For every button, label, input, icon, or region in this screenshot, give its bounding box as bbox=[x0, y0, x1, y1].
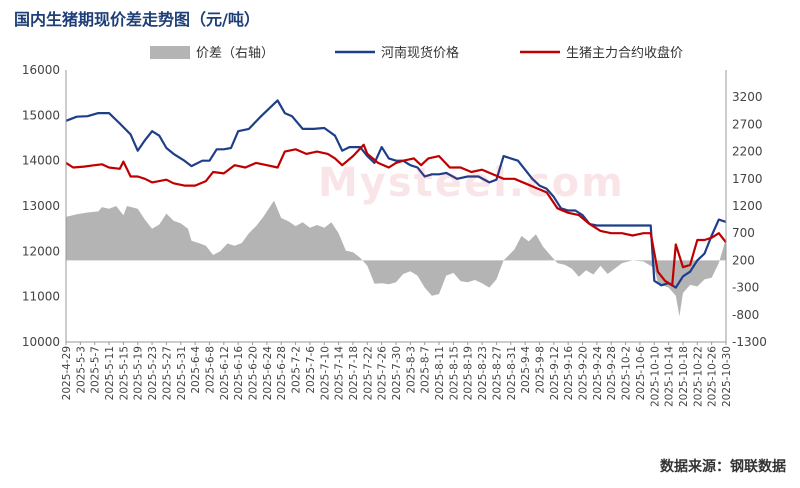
legend-swatch-spread bbox=[150, 46, 190, 59]
legend-label: 价差（右轴） bbox=[196, 46, 274, 61]
right-axis-tick-label: 1200 bbox=[732, 199, 763, 213]
x-axis-tick-label: 2025-7-30 bbox=[391, 346, 403, 400]
right-axis-tick-label: 3200 bbox=[732, 90, 763, 104]
x-axis-tick-label: 2025-6-20 bbox=[248, 346, 260, 400]
x-axis-tick-label: 2025-5-15 bbox=[118, 346, 130, 400]
x-axis-tick-label: 2025-6-16 bbox=[233, 346, 245, 401]
left-axis-tick-label: 12000 bbox=[22, 244, 60, 258]
x-axis-tick-label: 2025-5-31 bbox=[176, 346, 188, 400]
x-axis-tick-label: 2025-10-2 bbox=[621, 346, 633, 400]
spread-area bbox=[66, 200, 726, 317]
right-axis-tick-label: 2700 bbox=[732, 117, 763, 131]
x-axis-tick-label: 2025-9-28 bbox=[606, 346, 618, 400]
x-axis-tick-label: 2025-6-12 bbox=[219, 346, 231, 400]
x-axis-tick-label: 2025-9-4 bbox=[520, 346, 532, 394]
left-axis-tick-label: 14000 bbox=[22, 154, 60, 168]
right-axis-tick-label: 2200 bbox=[732, 145, 763, 159]
price-lines-layer bbox=[65, 99, 727, 289]
x-axis-tick-label: 2025-7-22 bbox=[362, 346, 374, 400]
left-axis-tick-label: 16000 bbox=[22, 63, 60, 77]
x-axis-tick-label: 2025-6-4 bbox=[190, 346, 202, 394]
x-axis-tick-label: 2025-5-7 bbox=[90, 346, 102, 394]
axes-layer: 10000 11000 12000 13000 14000 15000 16000 -1300… bbox=[22, 63, 767, 407]
left-axis-tick-label: 13000 bbox=[22, 199, 60, 213]
x-axis-tick-label: 2025-8-23 bbox=[477, 346, 489, 400]
x-axis-tick-label: 2025-7-26 bbox=[377, 346, 389, 401]
x-axis-tick-label: 2025-7-10 bbox=[319, 346, 331, 400]
x-axis-tick-label: 2025-10-26 bbox=[707, 346, 719, 407]
spread-area-layer bbox=[66, 200, 726, 317]
x-axis-tick-label: 2025-5-3 bbox=[75, 346, 87, 394]
x-axis-tick-label: 2025-6-28 bbox=[276, 346, 288, 400]
right-axis-tick-label: 700 bbox=[732, 226, 755, 240]
x-axis-tick-label: 2025-8-11 bbox=[434, 346, 446, 400]
left-axis-tick-label: 11000 bbox=[22, 290, 60, 304]
x-axis-tick-label: 2025-9-8 bbox=[534, 346, 546, 394]
x-axis-tick-label: 2025-8-19 bbox=[463, 346, 475, 400]
x-axis-tick-label: 2025-5-19 bbox=[133, 346, 145, 400]
legend-label: 河南现货价格 bbox=[381, 45, 459, 61]
legend-label: 生猪主力合约收盘价 bbox=[566, 45, 683, 61]
futures-close-line bbox=[65, 143, 727, 287]
right-axis-tick-label: -800 bbox=[732, 308, 759, 322]
x-axis-tick-label: 2025-6-8 bbox=[204, 346, 216, 394]
right-axis-tick-label: -300 bbox=[732, 281, 759, 295]
left-axis-tick-label: 10000 bbox=[22, 335, 60, 349]
x-axis-tick-label: 2025-10-30 bbox=[721, 346, 733, 407]
x-axis-tick-label: 2025-8-7 bbox=[420, 346, 432, 394]
x-axis-tick-label: 2025-7-6 bbox=[305, 346, 317, 394]
henan-spot-price-line bbox=[65, 99, 727, 289]
x-axis-tick-label: 2025-5-23 bbox=[147, 346, 159, 400]
x-axis-tick-label: 2025-9-24 bbox=[592, 346, 604, 401]
x-axis-tick-label: 2025-9-20 bbox=[578, 346, 590, 400]
left-axis-tick-label: 15000 bbox=[22, 108, 60, 122]
x-axis-tick-label: 2025-9-16 bbox=[563, 346, 575, 401]
x-axis-tick-label: 2025-10-14 bbox=[664, 346, 676, 407]
x-axis-tick-label: 2025-7-18 bbox=[348, 346, 360, 400]
right-axis-tick-label: -1300 bbox=[732, 335, 767, 349]
source-note: 数据来源：钢联数据 bbox=[660, 459, 786, 475]
x-axis-tick-label: 2025-8-31 bbox=[506, 346, 518, 400]
x-axis-tick-label: 2025-7-2 bbox=[291, 346, 303, 394]
right-axis-tick-label: 200 bbox=[732, 253, 755, 267]
x-axis-tick-label: 2025-8-3 bbox=[405, 346, 417, 394]
x-axis-tick-label: 2025-10-18 bbox=[678, 346, 690, 407]
x-axis-tick-label: 2025-8-15 bbox=[448, 346, 460, 400]
legend: 价差（右轴） 河南现货价格 生猪主力合约收盘价 bbox=[150, 45, 683, 61]
x-axis-tick-label: 2025-4-29 bbox=[61, 346, 73, 400]
x-axis-tick-label: 2025-10-6 bbox=[635, 346, 647, 401]
x-axis-tick-label: 2025-8-27 bbox=[491, 346, 503, 400]
x-axis-tick-label: 2025-6-24 bbox=[262, 346, 274, 401]
x-axis-tick-label: 2025-5-11 bbox=[104, 346, 116, 400]
right-axis-tick-label: 1700 bbox=[732, 172, 763, 186]
x-axis-tick-label: 2025-7-14 bbox=[334, 346, 346, 401]
chart-title: 国内生猪期现价差走势图（元/吨） bbox=[14, 10, 260, 29]
x-axis-tick-label: 2025-10-10 bbox=[649, 346, 661, 407]
x-axis-tick-label: 2025-5-27 bbox=[161, 346, 173, 400]
x-axis-tick-label: 2025-10-22 bbox=[692, 346, 704, 407]
x-axis-tick-label: 2025-9-12 bbox=[549, 346, 561, 400]
